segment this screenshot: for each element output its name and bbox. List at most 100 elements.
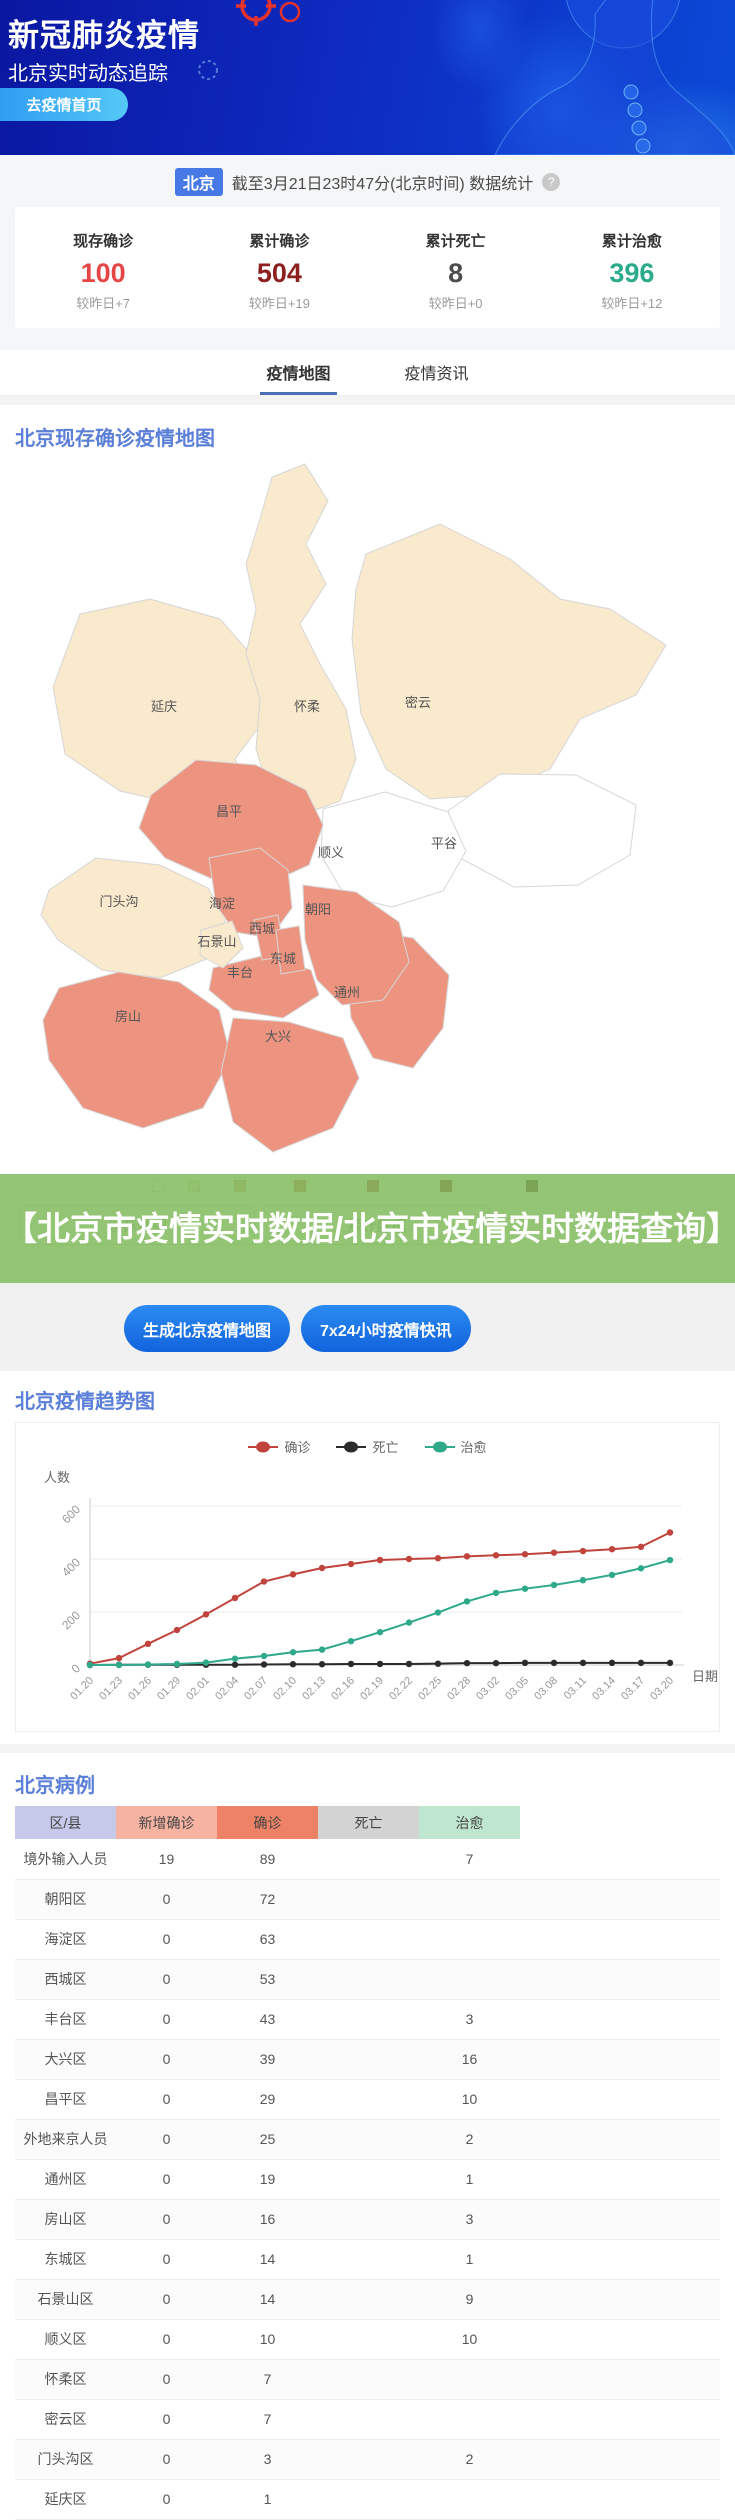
data-point[interactable] <box>492 1552 500 1559</box>
table-cell: 石景山区 <box>15 2279 116 2320</box>
stat-item: 累计治愈 396 较昨日+12 <box>544 230 720 312</box>
cell-filler <box>520 2359 720 2400</box>
data-point[interactable] <box>579 1577 587 1584</box>
table-cell <box>318 2359 419 2400</box>
table-cell: 39 <box>217 2039 318 2080</box>
table-cell: 延庆区 <box>15 2479 116 2520</box>
table-row: 房山区 0 16 3 <box>15 2199 720 2240</box>
news-feed-7x24-button[interactable]: 7x24小时疫情快讯 <box>301 1305 471 1352</box>
section-divider <box>0 1744 735 1753</box>
data-point[interactable] <box>173 1660 181 1668</box>
table-cell: 0 <box>116 2159 217 2200</box>
data-point[interactable] <box>86 1661 94 1669</box>
map-district[interactable] <box>447 773 637 888</box>
data-point[interactable] <box>318 1661 326 1668</box>
data-point[interactable] <box>608 1659 616 1667</box>
data-point[interactable] <box>231 1661 239 1668</box>
data-point[interactable] <box>405 1619 413 1626</box>
data-point[interactable] <box>202 1611 210 1618</box>
data-point[interactable] <box>550 1549 558 1556</box>
data-point[interactable] <box>637 1659 645 1667</box>
data-point[interactable] <box>550 1659 558 1667</box>
cell-filler <box>520 2479 720 2520</box>
map-district[interactable] <box>351 523 667 800</box>
map-district[interactable] <box>42 971 232 1129</box>
map-district[interactable] <box>199 920 244 969</box>
stats-section: 北京 截至3月21日23时47分(北京时间) 数据统计 ? 现存确诊 100 较… <box>0 155 735 350</box>
data-point[interactable] <box>492 1659 500 1667</box>
data-point[interactable] <box>434 1555 442 1562</box>
data-point[interactable] <box>579 1547 587 1555</box>
data-point[interactable] <box>289 1649 297 1656</box>
map-district[interactable] <box>40 857 227 979</box>
data-point[interactable] <box>666 1659 674 1667</box>
tab-epidemic-news[interactable]: 疫情资讯 <box>404 366 469 383</box>
map-district[interactable] <box>320 791 467 908</box>
table-cell: 3 <box>217 2439 318 2480</box>
data-point[interactable] <box>608 1571 616 1579</box>
data-point[interactable] <box>260 1578 268 1585</box>
data-point[interactable] <box>463 1598 471 1605</box>
map-district[interactable] <box>275 925 306 975</box>
data-point[interactable] <box>115 1661 123 1669</box>
table-row: 西城区 0 53 <box>15 1959 720 2000</box>
data-point[interactable] <box>376 1660 384 1668</box>
chart-legend-item[interactable]: 治愈 <box>424 1437 487 1456</box>
stat-label: 累计确诊 <box>249 233 310 250</box>
data-point[interactable] <box>666 1529 674 1536</box>
map-district[interactable] <box>220 1017 360 1153</box>
data-point[interactable] <box>521 1551 529 1558</box>
help-icon[interactable]: ? <box>542 173 561 191</box>
generate-beijing-map-button[interactable]: 生成北京疫情地图 <box>124 1305 291 1352</box>
table-row: 密云区 0 7 <box>15 2399 720 2440</box>
data-point[interactable] <box>405 1555 413 1563</box>
data-point[interactable] <box>289 1571 297 1578</box>
data-point[interactable] <box>260 1652 268 1660</box>
watermark-title: 【北京市疫情实时数据/北京市疫情实时数据查询】 <box>4 1209 735 1247</box>
data-point[interactable] <box>521 1585 529 1592</box>
map-district-label: 门头沟 <box>99 894 138 909</box>
data-point[interactable] <box>260 1661 268 1668</box>
data-point[interactable] <box>637 1543 645 1551</box>
data-point[interactable] <box>173 1626 181 1634</box>
data-point[interactable] <box>144 1661 152 1668</box>
table-cell: 外地来京人员 <box>15 2119 116 2160</box>
data-point[interactable] <box>231 1594 239 1602</box>
table-row: 朝阳区 0 72 <box>15 1879 720 1920</box>
data-point[interactable] <box>521 1659 529 1667</box>
data-point[interactable] <box>289 1661 297 1668</box>
data-point[interactable] <box>318 1646 326 1653</box>
data-point[interactable] <box>376 1628 384 1636</box>
data-point[interactable] <box>202 1659 210 1666</box>
data-point[interactable] <box>492 1589 500 1597</box>
data-point[interactable] <box>347 1560 355 1568</box>
go-epidemic-home-button[interactable]: 去疫情首页 <box>0 88 128 121</box>
data-point[interactable] <box>434 1609 442 1616</box>
chart-legend-item[interactable]: 确诊 <box>248 1437 310 1456</box>
data-point[interactable] <box>347 1637 355 1645</box>
data-point[interactable] <box>579 1659 587 1667</box>
stat-label: 累计死亡 <box>425 233 486 250</box>
map-district[interactable] <box>245 463 357 816</box>
data-point[interactable] <box>376 1556 384 1564</box>
chart-legend-item[interactable]: 死亡 <box>336 1437 399 1456</box>
map-district[interactable] <box>302 884 410 1006</box>
data-point[interactable] <box>144 1640 152 1647</box>
data-point[interactable] <box>637 1565 645 1572</box>
tab-epidemic-map[interactable]: 疫情地图 <box>260 360 337 395</box>
table-cell: 0 <box>116 2439 217 2480</box>
data-point[interactable] <box>463 1659 471 1667</box>
data-point[interactable] <box>666 1556 674 1564</box>
data-point[interactable] <box>550 1581 558 1589</box>
data-point[interactable] <box>115 1654 123 1662</box>
map-district[interactable] <box>208 847 293 939</box>
table-cell: 63 <box>217 1919 318 1960</box>
data-point[interactable] <box>608 1545 616 1553</box>
data-point[interactable] <box>463 1553 471 1560</box>
map-district[interactable] <box>138 759 324 886</box>
data-point[interactable] <box>434 1660 442 1667</box>
data-point[interactable] <box>405 1660 413 1668</box>
data-point[interactable] <box>347 1660 355 1668</box>
data-point[interactable] <box>231 1655 239 1662</box>
data-point[interactable] <box>318 1564 326 1572</box>
